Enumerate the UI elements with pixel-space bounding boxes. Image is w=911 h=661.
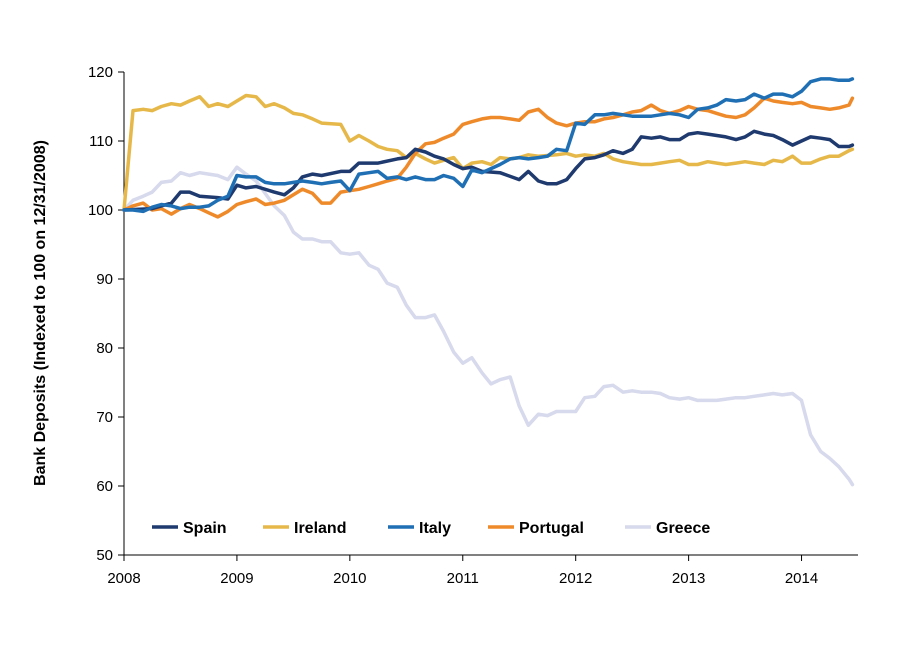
series-line-ireland bbox=[122, 93, 855, 212]
y-tick-label: 120 bbox=[88, 64, 113, 81]
axes: 50 60 70 80 90 100 110 120 2008 2009 2010 2011 2012 2… bbox=[88, 64, 858, 587]
series-line-spain bbox=[122, 129, 855, 212]
x-tick-label: 2010 bbox=[333, 570, 366, 587]
y-tick-label: 50 bbox=[96, 547, 113, 564]
y-axis-title: Bank Deposits (Indexed to 100 on 12/31/2… bbox=[32, 140, 49, 486]
series-line-greece bbox=[122, 165, 855, 487]
y-tick-label: 80 bbox=[96, 340, 113, 357]
series-line-italy bbox=[122, 77, 855, 214]
series-layer bbox=[122, 77, 855, 487]
x-tick-label: 2014 bbox=[785, 570, 818, 587]
legend-label-spain: Spain bbox=[183, 520, 227, 537]
y-tick-label: 70 bbox=[96, 409, 113, 426]
y-tick-label: 90 bbox=[96, 271, 113, 288]
x-tick-label: 2011 bbox=[447, 570, 479, 587]
series-line-portugal bbox=[122, 96, 855, 219]
legend-label-greece: Greece bbox=[656, 520, 710, 537]
y-tick-label: 110 bbox=[89, 133, 113, 150]
legend: Spain Ireland Italy Portugal Greece bbox=[152, 520, 710, 537]
y-tick-label: 100 bbox=[88, 202, 113, 219]
x-tick-label: 2012 bbox=[559, 570, 592, 587]
x-tick-label: 2008 bbox=[107, 570, 140, 587]
x-tick-label: 2013 bbox=[672, 570, 705, 587]
y-tick-label: 60 bbox=[96, 478, 113, 495]
legend-label-portugal: Portugal bbox=[519, 520, 584, 537]
legend-label-italy: Italy bbox=[419, 520, 451, 537]
legend-label-ireland: Ireland bbox=[294, 520, 346, 537]
x-tick-label: 2009 bbox=[220, 570, 253, 587]
